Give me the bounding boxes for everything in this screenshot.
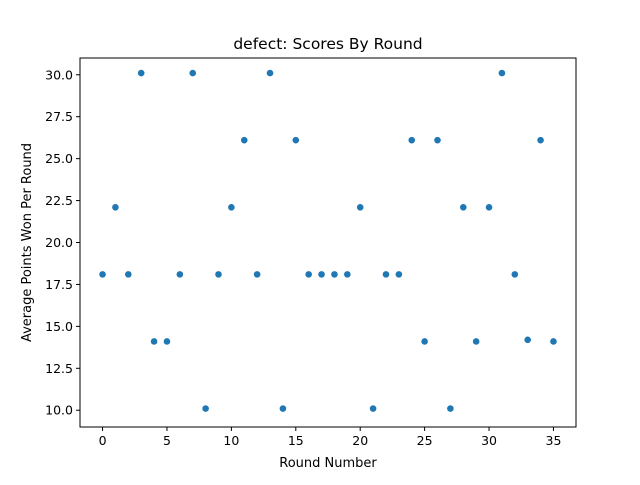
- plot-frame: [79, 57, 577, 428]
- y-tick-label: 10.0: [45, 403, 73, 418]
- chart-title: defect: Scores By Round: [233, 35, 422, 53]
- data-point: [201, 404, 210, 413]
- data-point: [446, 404, 455, 413]
- x-tick-label: 30: [481, 433, 497, 448]
- data-point: [227, 203, 236, 212]
- data-point: [420, 337, 429, 346]
- data-point: [279, 404, 287, 413]
- data-point: [459, 203, 468, 212]
- data-point: [150, 337, 158, 346]
- x-tick-label: 10: [223, 433, 239, 448]
- data-point: [369, 404, 377, 413]
- data-point: [163, 337, 171, 346]
- data-point: [253, 270, 262, 279]
- y-tick-label: 12.5: [45, 361, 73, 376]
- data-point: [111, 203, 120, 212]
- data-point: [304, 270, 313, 279]
- data-point: [433, 136, 442, 145]
- data-point: [485, 203, 493, 212]
- y-tick-label: 22.5: [45, 193, 73, 208]
- x-tick-label: 5: [163, 433, 171, 448]
- x-tick-label: 35: [546, 433, 562, 448]
- y-tick-label: 25.0: [45, 151, 73, 166]
- data-point: [356, 203, 365, 212]
- y-tick-label: 15.0: [45, 319, 73, 334]
- y-axis-label: Average Points Won Per Round: [20, 143, 35, 342]
- data-point: [394, 270, 403, 279]
- data-point: [175, 270, 184, 279]
- data-point: [214, 270, 223, 279]
- x-tick-label: 20: [352, 433, 368, 448]
- data-point: [510, 270, 519, 279]
- data-point: [266, 69, 274, 77]
- data-point: [498, 69, 506, 77]
- data-point: [124, 270, 133, 279]
- x-axis-label: Round Number: [279, 456, 377, 471]
- x-tick-label: 0: [99, 433, 107, 448]
- data-point: [343, 270, 352, 279]
- data-point: [407, 136, 416, 145]
- data-point: [240, 136, 249, 145]
- data-points: [98, 69, 558, 413]
- data-point: [98, 270, 107, 279]
- x-axis-ticks: 0 5 10 15 20 25 30 35: [99, 427, 562, 448]
- y-tick-label: 20.0: [45, 235, 73, 250]
- data-point: [549, 337, 558, 346]
- x-tick-label: 25: [417, 433, 433, 448]
- data-point: [472, 337, 481, 346]
- data-point: [523, 335, 532, 344]
- data-point: [317, 270, 326, 279]
- data-point: [137, 69, 146, 77]
- y-tick-label: 17.5: [45, 277, 73, 292]
- y-tick-label: 27.5: [45, 109, 73, 124]
- x-tick-label: 15: [288, 433, 304, 448]
- data-point: [382, 270, 390, 279]
- data-point: [330, 270, 339, 279]
- data-point: [188, 69, 197, 77]
- y-tick-label: 30.0: [45, 67, 73, 82]
- data-point: [291, 136, 300, 145]
- y-axis-ticks: 10.0 12.5 15.0 17.5 20.0 22.5 25.0 27.5 30.0: [45, 67, 80, 418]
- data-point: [536, 136, 545, 145]
